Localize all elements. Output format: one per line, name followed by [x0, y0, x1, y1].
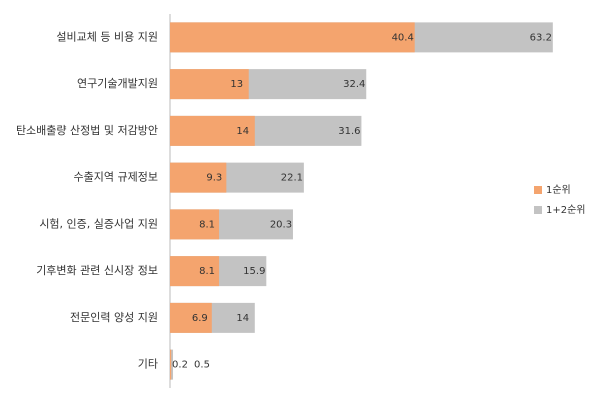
value-label: 13 — [230, 79, 243, 90]
category-label: 탄소배출량 산정법 및 저감방안 — [16, 124, 158, 137]
value-label: 20.3 — [270, 219, 292, 230]
value-label: 9.3 — [206, 173, 222, 184]
bar — [170, 209, 220, 240]
category-label: 전문인력 양성 지원 — [70, 311, 158, 324]
category-label: 기타 — [138, 358, 158, 371]
bar — [170, 115, 255, 146]
value-label: 15.9 — [243, 266, 265, 277]
bar — [170, 349, 172, 380]
bar — [170, 349, 174, 380]
value-label: 63.2 — [530, 32, 552, 43]
legend-label: 1+2순위 — [546, 203, 586, 216]
value-label: 6.9 — [192, 313, 208, 324]
category-label: 기후변화 관련 신시장 정보 — [36, 264, 158, 277]
value-label: 32.4 — [343, 79, 365, 90]
bar — [170, 302, 212, 333]
category-label: 설비교체 등 비용 지원 — [56, 30, 158, 43]
bar — [170, 162, 227, 193]
legend-swatch — [534, 186, 542, 194]
value-label: 8.1 — [199, 266, 215, 277]
category-label: 연구기술개발지원 — [77, 77, 158, 90]
bar — [170, 22, 415, 53]
category-label: 수출지역 규제정보 — [74, 171, 158, 184]
value-label: 22.1 — [281, 173, 303, 184]
value-label: 8.1 — [199, 219, 215, 230]
bar — [170, 256, 220, 287]
value-label: 0.5 — [194, 360, 210, 371]
category-label: 시험, 인증, 실증사업 지원 — [39, 217, 158, 230]
value-label: 40.4 — [392, 32, 414, 43]
legend-label: 1순위 — [546, 183, 571, 196]
value-label: 31.6 — [338, 126, 360, 137]
legend-swatch — [534, 206, 542, 214]
bar — [170, 69, 249, 100]
value-label: 14 — [236, 313, 249, 324]
value-label: 0.2 — [172, 360, 188, 371]
value-label: 14 — [236, 126, 249, 137]
